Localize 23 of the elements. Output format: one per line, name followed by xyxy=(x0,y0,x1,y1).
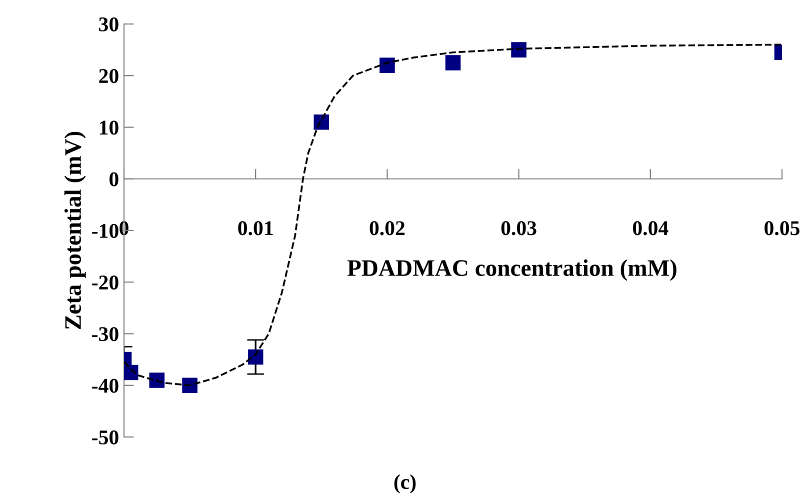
x-tick-label: 0.03 xyxy=(501,221,536,236)
y-tick-label: 20 xyxy=(99,69,118,84)
point xyxy=(511,42,526,58)
x-axis-title: PDADMAC concentration (mM) xyxy=(347,259,676,281)
point xyxy=(380,58,395,73)
x-tick-label: 0.05 xyxy=(764,221,800,236)
y-tick-label: 30 xyxy=(99,17,118,32)
y-tick-label: -30 xyxy=(92,327,118,342)
y-tick-label: -20 xyxy=(92,276,118,290)
x-tick-label: 0.04 xyxy=(632,221,668,236)
y-tick-label: -50 xyxy=(92,430,118,444)
point xyxy=(445,55,461,70)
y-tick-label: -40 xyxy=(92,378,118,393)
text: (c) xyxy=(394,474,416,494)
y-tick-label: -10 xyxy=(92,224,118,238)
point xyxy=(182,378,198,394)
y-tick-label: 0 xyxy=(110,172,118,186)
point xyxy=(124,364,138,380)
x-tick-label: 0.01 xyxy=(238,221,273,236)
y-tick-label: 10 xyxy=(100,120,118,135)
point xyxy=(149,372,165,388)
x-tick-label: 0.02 xyxy=(370,221,405,236)
y-axis-title: Zeta potential (mV) xyxy=(64,132,86,330)
